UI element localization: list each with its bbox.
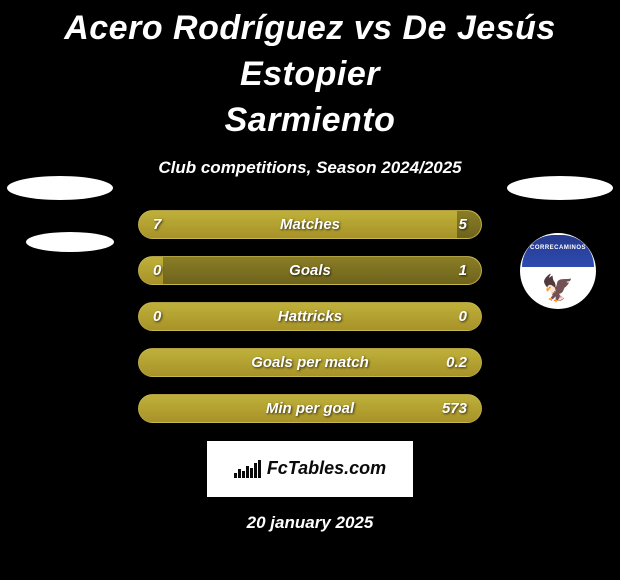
badge-arc: CORRECAMINOS [522, 235, 594, 267]
player-right-photo-placeholder [507, 176, 613, 200]
stat-right-value: 5 [459, 216, 467, 233]
fctables-logo-text: FcTables.com [267, 458, 386, 479]
stat-label: Min per goal [139, 400, 481, 417]
stat-bar: 7Matches5 [138, 210, 482, 239]
badge-circle: CORRECAMINOS 🦅 [520, 233, 596, 309]
stat-right-value: 0 [459, 308, 467, 325]
stat-bar: 0Hattricks0 [138, 302, 482, 331]
stat-bar: Goals per match0.2 [138, 348, 482, 377]
subtitle: Club competitions, Season 2024/2025 [0, 158, 620, 178]
roadrunner-icon: 🦅 [542, 275, 574, 301]
stats-bar-list: 7Matches50Goals10Hattricks0Goals per mat… [138, 210, 482, 423]
player-left-photo-placeholder [7, 176, 113, 200]
stat-label: Hattricks [139, 308, 481, 325]
stat-right-value: 1 [459, 262, 467, 279]
date-label: 20 january 2025 [0, 513, 620, 533]
title-line-2: Sarmiento [225, 101, 396, 139]
stat-bar: 0Goals1 [138, 256, 482, 285]
badge-text: CORRECAMINOS [530, 245, 586, 251]
stat-right-value: 573 [442, 400, 467, 417]
page-title: Acero Rodríguez vs De Jesús Estopier Sar… [0, 0, 620, 144]
stat-bar: Min per goal573 [138, 394, 482, 423]
stat-label: Goals per match [139, 354, 481, 371]
fctables-logo[interactable]: FcTables.com [207, 441, 413, 497]
bar-chart-icon [234, 460, 261, 478]
club-right-badge: CORRECAMINOS 🦅 [520, 226, 596, 316]
stat-right-value: 0.2 [446, 354, 467, 371]
stat-label: Matches [139, 216, 481, 233]
stat-label: Goals [139, 262, 481, 279]
title-line-1: Acero Rodríguez vs De Jesús Estopier [64, 9, 556, 93]
club-left-logo-placeholder [26, 232, 114, 252]
